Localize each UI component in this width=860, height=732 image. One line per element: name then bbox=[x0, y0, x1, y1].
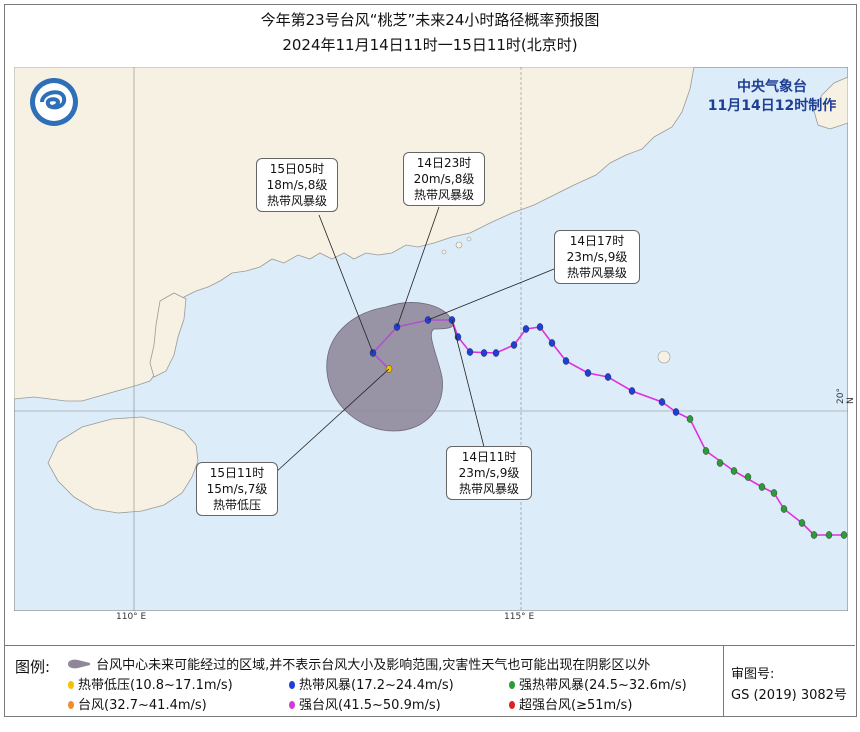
track-point bbox=[798, 519, 806, 527]
legend-ty: 台风(32.7~41.4m/s) bbox=[68, 694, 207, 713]
track-point bbox=[730, 467, 738, 475]
hainan-island bbox=[47, 416, 199, 514]
track-point bbox=[840, 531, 848, 539]
callout-grade: 热带低压 bbox=[212, 498, 261, 512]
legend-ty-label: 台风(32.7~41.4m/s) bbox=[78, 698, 207, 713]
track-point bbox=[770, 489, 778, 497]
td-dot-icon bbox=[68, 681, 74, 689]
track-point bbox=[480, 349, 488, 357]
track-point bbox=[536, 323, 544, 331]
taiwan-edge bbox=[813, 76, 848, 130]
leader-line-15d11 bbox=[263, 368, 390, 484]
callout-wind: 15m/s,7级 bbox=[206, 482, 268, 496]
callout-grade: 热带风暴级 bbox=[413, 188, 474, 202]
ts-dot-icon bbox=[289, 681, 295, 689]
track-point bbox=[628, 387, 636, 395]
review-number: GS (2019) 3082号 bbox=[731, 688, 847, 703]
callout-time: 14日17时 bbox=[569, 234, 625, 248]
callout-wind: 23m/s,9级 bbox=[458, 466, 520, 480]
typhoon-map bbox=[14, 67, 848, 611]
track-point bbox=[562, 357, 570, 365]
track-point bbox=[716, 459, 724, 467]
issue-time: 11月14日12时制作 bbox=[707, 98, 837, 114]
track-point bbox=[522, 325, 530, 333]
legend-cone: 台风中心未来可能经过的区域,并不表示台风大小及影响范围,灾害性天气也可能出现在阴… bbox=[66, 654, 650, 673]
track-point bbox=[492, 349, 500, 357]
callout-wind: 23m/s,9级 bbox=[566, 250, 628, 264]
island bbox=[441, 249, 447, 255]
callout-15d05: 15日05时 18m/s,8级 热带风暴级 bbox=[256, 158, 338, 212]
callout-grade: 热带风暴级 bbox=[458, 482, 519, 496]
island bbox=[455, 241, 463, 249]
leader-line-15d05 bbox=[318, 214, 374, 354]
agency-block: 中央气象台 11月14日12时制作 bbox=[702, 78, 842, 116]
legend-sts: 强热带风暴(24.5~32.6m/s) bbox=[509, 674, 687, 693]
leader-line-14d11 bbox=[451, 319, 485, 448]
sts-dot-icon bbox=[509, 681, 515, 689]
legend-superty: 超强台风(≥51m/s) bbox=[509, 694, 632, 713]
callout-14d17: 14日17时 23m/s,9级 热带风暴级 bbox=[554, 230, 640, 284]
callout-15d11: 15日11时 15m/s,7级 热带低压 bbox=[196, 462, 278, 516]
callout-14d23: 14日23时 20m/s,8级 热带风暴级 bbox=[403, 152, 485, 206]
sty-dot-icon bbox=[289, 701, 295, 709]
callout-time: 14日23时 bbox=[416, 156, 472, 170]
cma-logo bbox=[30, 78, 78, 126]
legend-ts-label: 热带风暴(17.2~24.4m/s) bbox=[299, 678, 454, 693]
review-title: 审图号: bbox=[731, 667, 775, 682]
track-point bbox=[810, 531, 818, 539]
lon-label-115: 115° E bbox=[504, 612, 535, 622]
track-point bbox=[758, 483, 766, 491]
map-title: 今年第23号台风“桃芝”未来24小时路径概率预报图 bbox=[260, 11, 600, 29]
mainland-land bbox=[14, 67, 695, 402]
callout-14d11: 14日11时 23m/s,9级 热带风暴级 bbox=[446, 446, 532, 500]
track-point bbox=[584, 369, 592, 377]
track-point bbox=[744, 473, 752, 481]
track-point bbox=[686, 415, 694, 423]
track-point bbox=[548, 339, 556, 347]
island bbox=[657, 350, 671, 364]
legend-sts-label: 强热带风暴(24.5~32.6m/s) bbox=[519, 678, 687, 693]
leader-line-14d17 bbox=[427, 266, 560, 321]
legend-cone-text: 台风中心未来可能经过的区域,并不表示台风大小及影响范围,灾害性天气也可能出现在阴… bbox=[96, 658, 651, 673]
lon-label-110: 110° E bbox=[116, 612, 147, 622]
track-point bbox=[672, 408, 680, 416]
legend-sty-label: 强台风(41.5~50.9m/s) bbox=[299, 698, 441, 713]
map-subtitle: 2024年11月14日11时一15日11时(北京时) bbox=[282, 36, 578, 54]
callout-wind: 20m/s,8级 bbox=[413, 172, 475, 186]
leader-line-14d23 bbox=[396, 206, 440, 328]
leizhou-peninsula bbox=[149, 292, 187, 378]
track-point bbox=[702, 447, 710, 455]
callout-wind: 18m/s,8级 bbox=[266, 178, 328, 192]
agency-name: 中央气象台 bbox=[737, 79, 807, 95]
callout-time: 15日11时 bbox=[209, 466, 265, 480]
legend-td-label: 热带低压(10.8~17.1m/s) bbox=[78, 678, 233, 693]
track-points bbox=[369, 316, 848, 539]
legend: 图例: 台风中心未来可能经过的区域,并不表示台风大小及影响范围,灾害性天气也可能… bbox=[4, 645, 855, 716]
cone-swatch-icon bbox=[68, 659, 90, 669]
track-point bbox=[466, 348, 474, 356]
legend-title: 图例: bbox=[15, 658, 51, 676]
track-point bbox=[780, 505, 788, 513]
island bbox=[466, 236, 472, 242]
callout-grade: 热带风暴级 bbox=[266, 194, 327, 208]
ty-dot-icon bbox=[68, 701, 74, 709]
map-frame bbox=[4, 4, 857, 717]
callout-grade: 热带风暴级 bbox=[566, 266, 627, 280]
callout-time: 14日11时 bbox=[461, 450, 517, 464]
legend-divider bbox=[723, 646, 724, 716]
track-point bbox=[658, 398, 666, 406]
track-point bbox=[825, 531, 833, 539]
track-point bbox=[510, 341, 518, 349]
legend-sty: 强台风(41.5~50.9m/s) bbox=[289, 694, 441, 713]
legend-td: 热带低压(10.8~17.1m/s) bbox=[68, 674, 233, 693]
legend-superty-label: 超强台风(≥51m/s) bbox=[519, 698, 633, 713]
lat-label-20: 20° N bbox=[836, 388, 856, 404]
callout-time: 15日05时 bbox=[269, 162, 325, 176]
legend-ts: 热带风暴(17.2~24.4m/s) bbox=[289, 674, 454, 693]
superty-dot-icon bbox=[509, 701, 515, 709]
track-point bbox=[604, 373, 612, 381]
